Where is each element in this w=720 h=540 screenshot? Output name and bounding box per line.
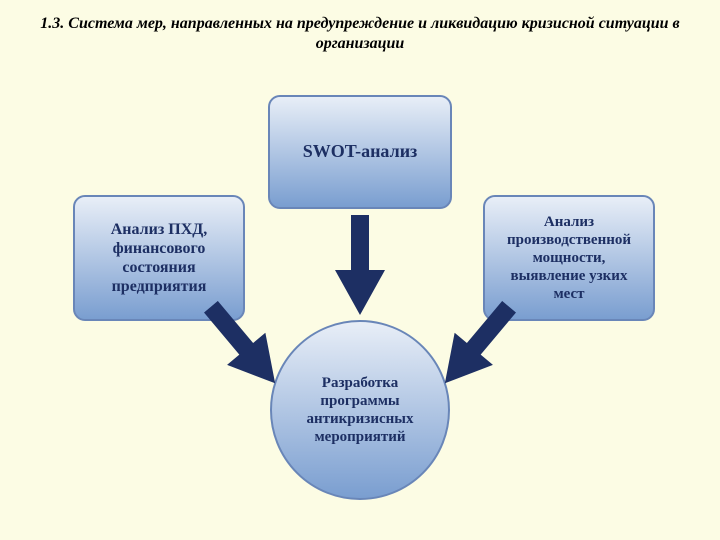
node-swot: SWOT-анализ [268, 95, 452, 209]
page-title: 1.3. Система мер, направленных на предуп… [40, 14, 680, 54]
node-right-label: Анализ производственной мощности, выявле… [495, 213, 643, 303]
node-left-label: Анализ ПХД, финансового состояния предпр… [85, 220, 233, 297]
node-bottom: Разработка программы антикризисных мероп… [270, 320, 450, 500]
node-swot-label: SWOT-анализ [303, 141, 418, 163]
node-right: Анализ производственной мощности, выявле… [483, 195, 655, 321]
node-bottom-label: Разработка программы антикризисных мероп… [284, 374, 436, 446]
arrow-center [335, 215, 385, 315]
